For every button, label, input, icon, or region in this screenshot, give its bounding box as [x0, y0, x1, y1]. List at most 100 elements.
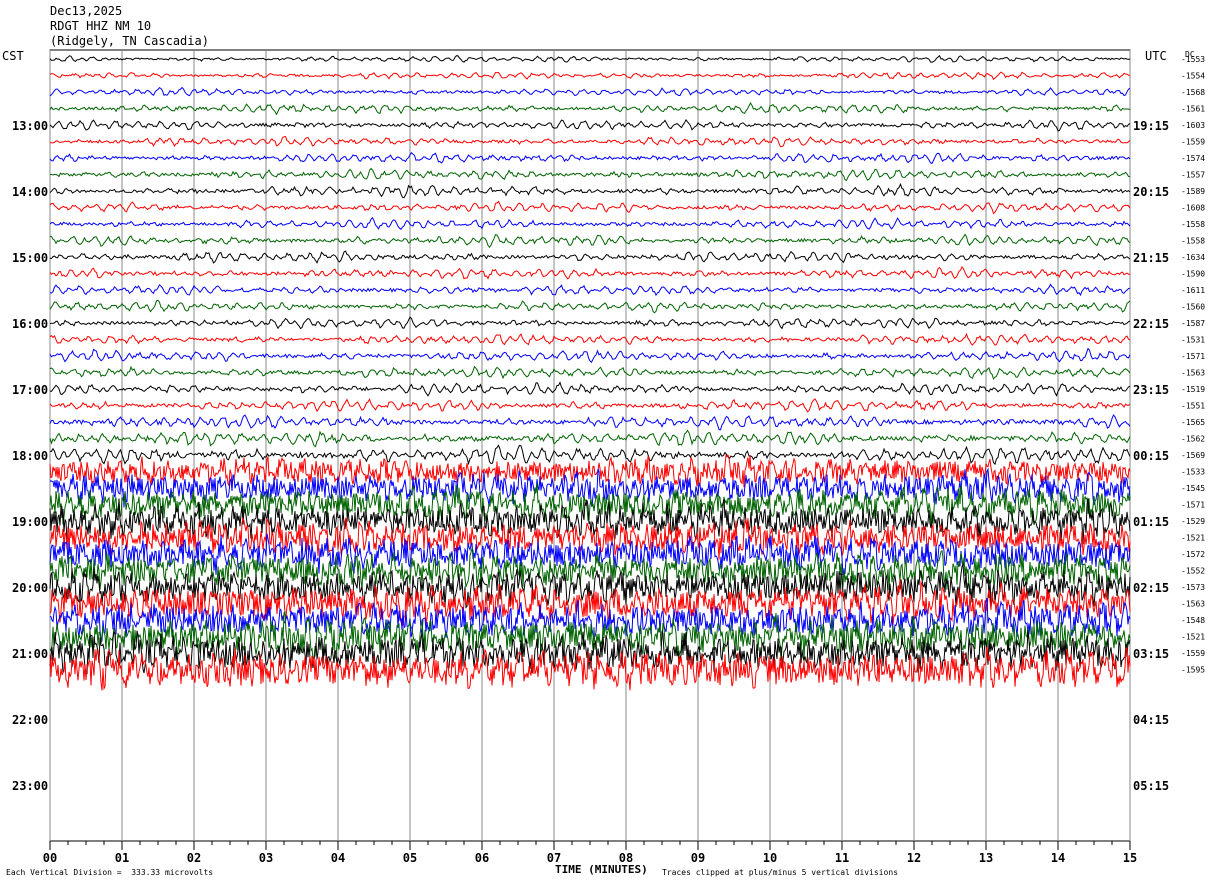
trace-line — [49, 86, 1131, 97]
dc-offset-label: -1521 — [1181, 633, 1205, 642]
clip-note: Traces clipped at plus/minus 5 vertical … — [662, 868, 899, 877]
trace-line — [49, 216, 1131, 231]
plot-frame — [49, 49, 1131, 842]
location-label: (Ridgely, TN Cascadia) — [50, 34, 209, 48]
utc-hour-label: 23:15 — [1133, 383, 1169, 397]
minute-tick-label: 02 — [187, 851, 201, 865]
trace-line — [49, 283, 1131, 297]
trace-line — [49, 333, 1131, 346]
dc-offset-label: -1533 — [1181, 468, 1205, 477]
utc-hour-label: 19:15 — [1133, 119, 1169, 133]
cst-hour-label: 15:00 — [12, 251, 48, 265]
trace-line — [49, 563, 1131, 609]
trace-line — [49, 299, 1131, 314]
scale-note: Each Vertical Division = 333.33 microvol… — [6, 868, 214, 877]
trace-line — [49, 250, 1131, 264]
utc-hour-label: 05:15 — [1133, 779, 1169, 793]
trace-line — [49, 597, 1131, 642]
dc-offset-label: -1545 — [1181, 484, 1205, 493]
cst-hour-label: 23:00 — [12, 779, 48, 793]
trace-line — [49, 151, 1131, 165]
trace-line — [49, 547, 1131, 591]
trace-line — [49, 453, 1131, 488]
minute-tick-label: 08 — [619, 851, 633, 865]
trace-line — [49, 365, 1131, 380]
cst-hour-label: 22:00 — [12, 713, 48, 727]
dc-offset-label: -1553 — [1181, 55, 1205, 64]
cst-hour-label: 18:00 — [12, 449, 48, 463]
minute-tick-label: 15 — [1123, 851, 1137, 865]
dc-offset-label: -1587 — [1181, 319, 1205, 328]
minute-tick-label: 10 — [763, 851, 777, 865]
dc-offset-label: -1571 — [1181, 352, 1205, 361]
trace-line — [49, 71, 1131, 81]
cst-hour-label: 20:00 — [12, 581, 48, 595]
station-label: RDGT HHZ NM 10 — [50, 19, 152, 33]
dc-offset-label: -1552 — [1181, 567, 1205, 576]
dc-offset-label: -1554 — [1181, 72, 1205, 81]
minute-tick-label: 06 — [475, 851, 489, 865]
trace-line — [49, 200, 1131, 215]
dc-offset-label: -1608 — [1181, 204, 1205, 213]
trace-line — [49, 118, 1131, 132]
dc-offset-label: -1569 — [1181, 451, 1205, 460]
dc-offset-label: -1563 — [1181, 369, 1205, 378]
dc-offset-label: -1572 — [1181, 550, 1205, 559]
minute-tick-label: 04 — [331, 851, 345, 865]
dc-offset-label: -1561 — [1181, 105, 1205, 114]
utc-hour-label: 00:15 — [1133, 449, 1169, 463]
dc-offset-label: -1595 — [1181, 666, 1205, 675]
minute-tick-label: 07 — [547, 851, 561, 865]
utc-hour-label: 03:15 — [1133, 647, 1169, 661]
dc-offset-label: -1590 — [1181, 270, 1205, 279]
cst-hour-label: 19:00 — [12, 515, 48, 529]
x-axis-title: TIME (MINUTES) — [555, 863, 648, 876]
utc-label: UTC — [1145, 49, 1167, 63]
minute-tick-label: 12 — [907, 851, 921, 865]
dc-offset-label: -1634 — [1181, 253, 1205, 262]
dc-offset-label: -1560 — [1181, 303, 1205, 312]
dc-offset-label: -1559 — [1181, 138, 1205, 147]
trace-line — [49, 646, 1131, 691]
dc-offset-label: -1529 — [1181, 517, 1205, 526]
date-label: Dec13,2025 — [50, 4, 123, 18]
dc-offset-label: -1568 — [1181, 88, 1205, 97]
minute-tick-label: 00 — [43, 851, 57, 865]
minute-tick-label: 01 — [115, 851, 129, 865]
dc-offset-label: -1574 — [1181, 154, 1205, 163]
trace-line — [49, 101, 1131, 116]
dc-offset-label: -1558 — [1181, 220, 1205, 229]
utc-hour-label: 02:15 — [1133, 581, 1169, 595]
cst-hour-label: 14:00 — [12, 185, 48, 199]
dc-label: DC — [1185, 50, 1195, 59]
dc-offset-label: -1548 — [1181, 616, 1205, 625]
trace-line — [49, 135, 1131, 148]
dc-offset-label: -1562 — [1181, 435, 1205, 444]
dc-offset-label: -1558 — [1181, 237, 1205, 246]
utc-hour-label: 04:15 — [1133, 713, 1169, 727]
dc-offset-label: -1603 — [1181, 121, 1205, 130]
utc-hour-label: 01:15 — [1133, 515, 1169, 529]
trace-line — [49, 347, 1131, 364]
trace-line — [49, 398, 1131, 413]
trace-line — [49, 233, 1131, 248]
trace-line — [49, 444, 1131, 466]
dc-offset-label: -1559 — [1181, 649, 1205, 658]
trace-line — [49, 167, 1131, 182]
trace-line — [49, 429, 1131, 448]
minute-tick-label: 09 — [691, 851, 705, 865]
dc-offset-label: -1611 — [1181, 286, 1205, 295]
trace-line — [49, 498, 1131, 545]
cst-hour-label: 17:00 — [12, 383, 48, 397]
cst-label: CST — [2, 49, 24, 63]
dc-offset-label: -1519 — [1181, 385, 1205, 394]
trace-line — [49, 629, 1131, 675]
minute-tick-label: 03 — [259, 851, 273, 865]
trace-line — [49, 517, 1131, 560]
cst-hour-label: 13:00 — [12, 119, 48, 133]
dc-offset-label: -1531 — [1181, 336, 1205, 345]
trace-line — [49, 414, 1131, 431]
utc-hour-label: 20:15 — [1133, 185, 1169, 199]
dc-offset-label: -1565 — [1181, 418, 1205, 427]
